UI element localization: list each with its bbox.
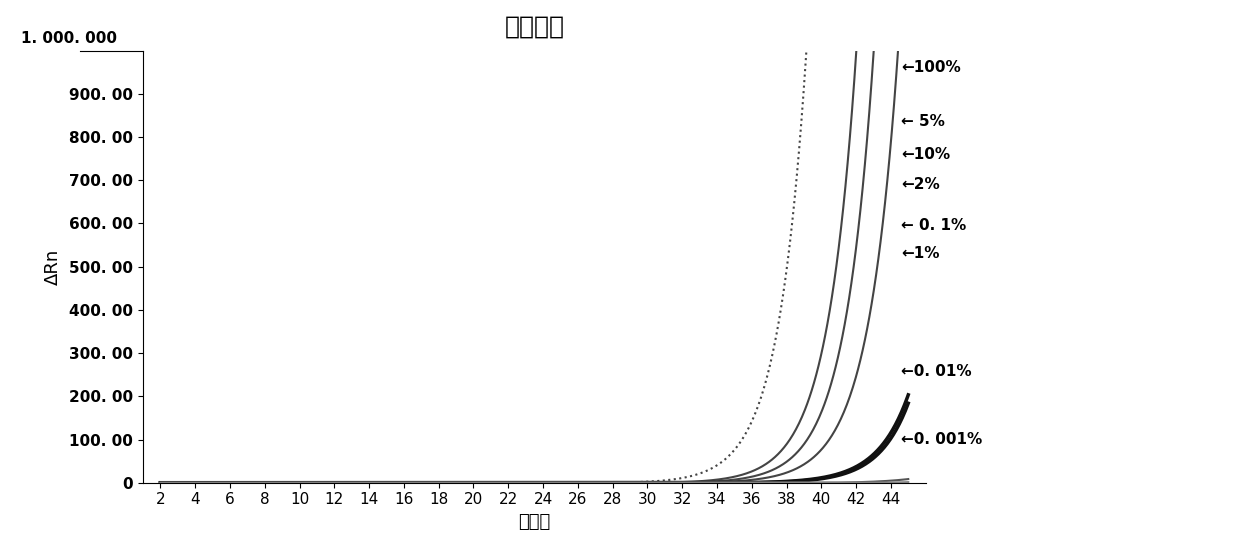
Title: 扩增图谱: 扩增图谱: [505, 15, 564, 39]
X-axis label: 循环数: 循环数: [518, 513, 551, 531]
Text: ←2%: ←2%: [901, 177, 940, 192]
Text: ←10%: ←10%: [901, 147, 950, 162]
Text: ← 5%: ← 5%: [901, 115, 945, 129]
Text: ←0. 001%: ←0. 001%: [901, 432, 982, 447]
Y-axis label: ΔRn: ΔRn: [45, 248, 62, 285]
Text: ←100%: ←100%: [901, 61, 961, 75]
Text: ←0. 01%: ←0. 01%: [901, 364, 972, 379]
Text: 1. 000. 000: 1. 000. 000: [21, 31, 117, 46]
Text: ← 0. 1%: ← 0. 1%: [901, 218, 966, 233]
Text: ←1%: ←1%: [901, 246, 940, 261]
